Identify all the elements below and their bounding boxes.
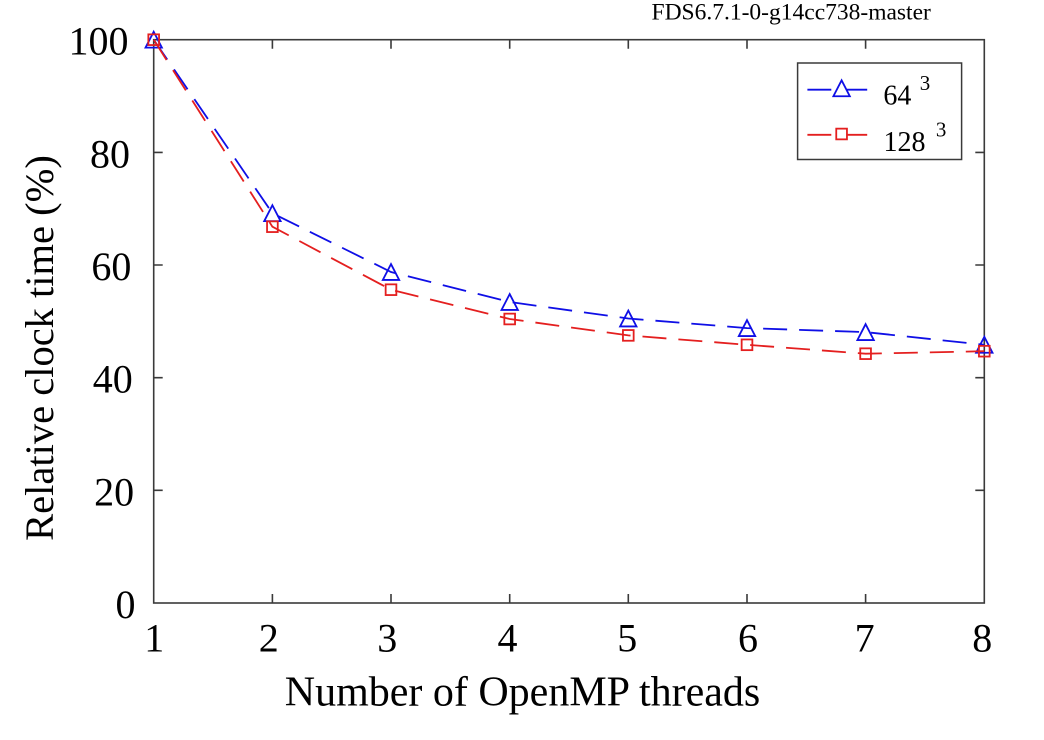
svg-text:2: 2 <box>259 616 279 661</box>
svg-text:7: 7 <box>855 616 875 661</box>
svg-text:3: 3 <box>377 616 397 661</box>
svg-text:60: 60 <box>91 244 131 289</box>
svg-text:8: 8 <box>972 616 992 661</box>
svg-text:0: 0 <box>116 582 136 627</box>
svg-text:6: 6 <box>738 616 758 661</box>
svg-text:5: 5 <box>617 616 637 661</box>
svg-text:40: 40 <box>93 357 133 402</box>
svg-text:80: 80 <box>90 131 130 176</box>
svg-text:128: 128 <box>884 127 926 158</box>
svg-text:FDS6.7.1-0-g14cc738-master: FDS6.7.1-0-g14cc738-master <box>652 0 932 26</box>
svg-text:100: 100 <box>69 19 129 64</box>
svg-text:64: 64 <box>883 81 911 112</box>
svg-text:Number of OpenMP threads: Number of OpenMP threads <box>285 670 761 716</box>
svg-text:Relative clock time (%): Relative clock time (%) <box>17 155 62 541</box>
svg-text:1: 1 <box>144 616 164 661</box>
svg-text:4: 4 <box>498 616 518 661</box>
svg-text:20: 20 <box>94 469 134 514</box>
svg-text:3: 3 <box>920 71 931 95</box>
svg-text:3: 3 <box>936 118 947 142</box>
